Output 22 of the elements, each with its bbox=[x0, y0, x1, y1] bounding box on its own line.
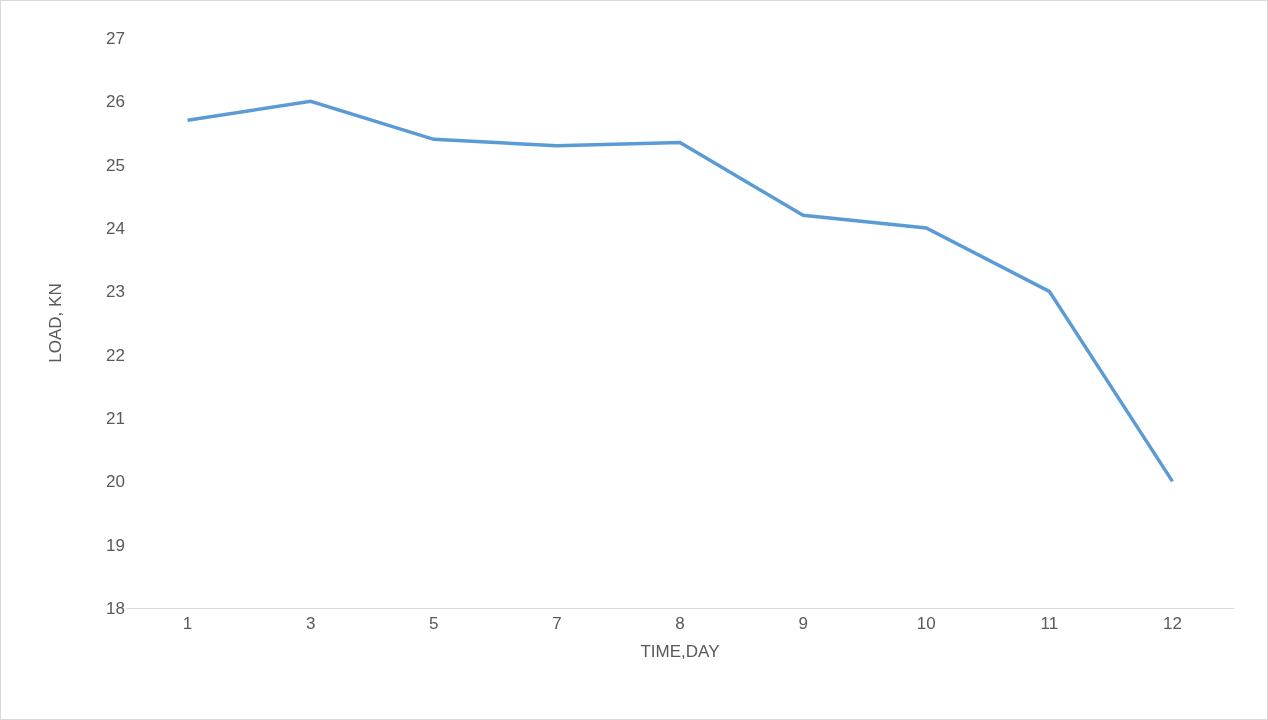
x-tick-label: 3 bbox=[305, 614, 316, 634]
y-tick-label: 24 bbox=[106, 218, 125, 238]
x-tick-label: 7 bbox=[552, 614, 562, 634]
y-tick-label: 27 bbox=[106, 28, 125, 48]
y-tick-label: 20 bbox=[106, 472, 125, 492]
x-tick-label: 1 bbox=[182, 614, 193, 634]
y-tick-label: 22 bbox=[106, 345, 125, 365]
x-axis-title: TIME,DAY bbox=[640, 641, 720, 661]
x-tick-label: 5 bbox=[429, 614, 439, 634]
y-tick-label: 23 bbox=[106, 282, 125, 302]
x-tick-label: 9 bbox=[798, 614, 808, 634]
x-tick-label: 11 bbox=[1040, 614, 1059, 634]
y-tick-label: 19 bbox=[106, 535, 125, 555]
x-tick-label: 10 bbox=[916, 614, 936, 634]
x-tick-label: 12 bbox=[1162, 614, 1182, 634]
line-series bbox=[185, 99, 1175, 484]
y-tick-label: 26 bbox=[106, 92, 125, 112]
y-tick-label: 21 bbox=[106, 408, 125, 428]
y-tick-label: 25 bbox=[106, 155, 125, 175]
y-axis-title: LOAD, KN bbox=[45, 283, 65, 363]
y-tick-label: 18 bbox=[106, 598, 125, 618]
x-tick-label: 8 bbox=[675, 614, 685, 634]
